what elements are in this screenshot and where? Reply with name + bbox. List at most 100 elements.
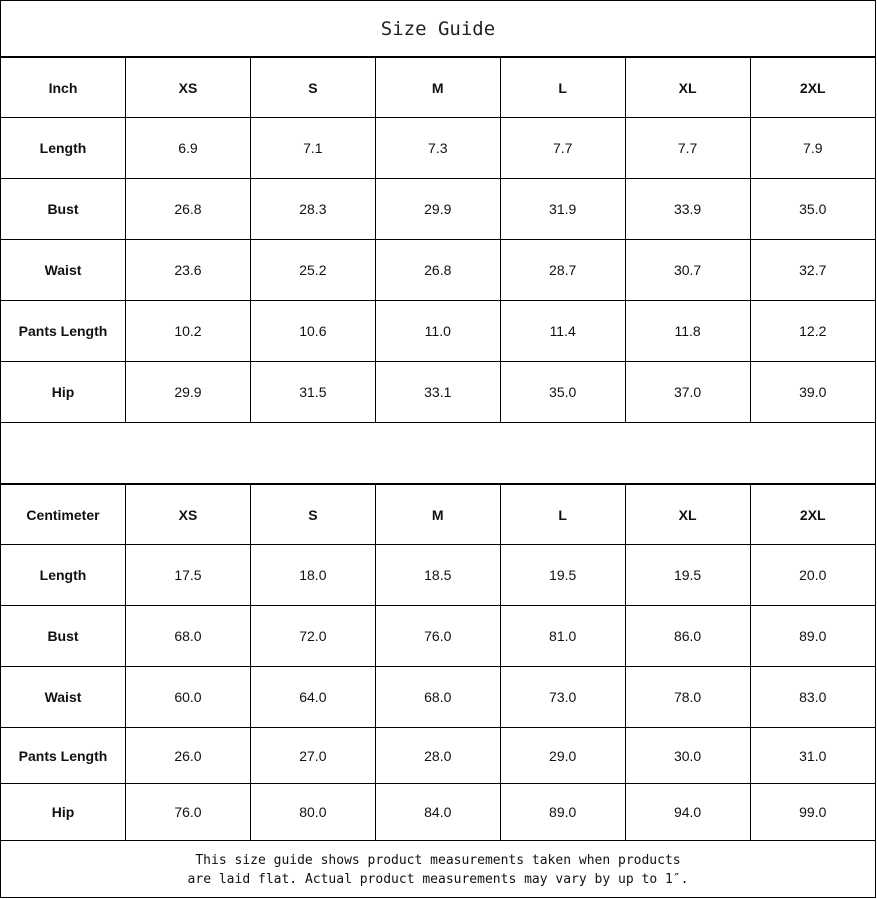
footer-line-1: This size guide shows product measuremen… [195,852,681,868]
measurement-cell: 7.3 [374,117,501,179]
measurement-cell: 68.0 [125,605,251,667]
table-row: Bust 68.0 72.0 76.0 81.0 86.0 89.0 [1,605,875,667]
table-row: Pants Length 26.0 27.0 28.0 29.0 30.0 31.0 [1,727,875,784]
table-row: Length 17.5 18.0 18.5 19.5 19.5 20.0 [1,544,875,606]
row-label: Pants Length [1,300,126,362]
table-row: Hip 76.0 80.0 84.0 89.0 94.0 99.0 [1,783,875,841]
header-row: Centimeter XS S M L XL 2XL [1,484,875,545]
footer-line-2: are laid flat. Actual product measuremen… [187,871,689,887]
row-label: Hip [1,783,126,841]
measurement-cell: 25.2 [249,239,376,301]
measurement-cell: 11.4 [499,300,626,362]
measurement-cell: 20.0 [749,544,875,606]
size-header: L [499,57,626,118]
measurement-cell: 31.5 [249,361,376,423]
measurement-cell: 35.0 [749,178,875,240]
measurement-cell: 10.6 [249,300,376,362]
measurement-cell: 31.0 [749,727,875,784]
measurement-cell: 30.0 [624,727,751,784]
measurement-cell: 11.8 [624,300,751,362]
unit-header: Centimeter [1,484,126,545]
unit-header: Inch [1,57,126,118]
measurement-cell: 7.7 [499,117,626,179]
size-header: XL [624,57,751,118]
size-header: XS [125,484,251,545]
footer-note: This size guide shows product measuremen… [1,841,875,898]
measurement-cell: 94.0 [624,783,751,841]
measurement-cell: 72.0 [249,605,376,667]
size-header: 2XL [749,57,875,118]
measurement-cell: 60.0 [125,666,251,728]
measurement-cell: 18.5 [374,544,501,606]
measurement-cell: 78.0 [624,666,751,728]
measurement-cell: 7.9 [749,117,875,179]
measurement-cell: 7.7 [624,117,751,179]
measurement-cell: 28.3 [249,178,376,240]
table-row: Pants Length 10.2 10.6 11.0 11.4 11.8 12.2 [1,300,875,362]
measurement-cell: 17.5 [125,544,251,606]
measurement-cell: 29.9 [374,178,501,240]
inch-table: Inch XS S M L XL 2XL Length 6.9 7.1 7.3 7.7 7.7 7.9 Bu… [1,57,875,423]
table-row: Bust 26.8 28.3 29.9 31.9 33.9 35.0 [1,178,875,240]
measurement-cell: 23.6 [125,239,251,301]
table-spacer [1,423,875,484]
measurement-cell: 86.0 [624,605,751,667]
row-label: Hip [1,361,126,423]
size-header: L [499,484,626,545]
measurement-cell: 68.0 [374,666,501,728]
measurement-cell: 35.0 [499,361,626,423]
row-label: Length [1,117,126,179]
size-header: M [374,57,501,118]
row-label: Waist [1,666,126,728]
table-row: Waist 23.6 25.2 26.8 28.7 30.7 32.7 [1,239,875,301]
measurement-cell: 19.5 [499,544,626,606]
size-header: XL [624,484,751,545]
table-row: Waist 60.0 64.0 68.0 73.0 78.0 83.0 [1,666,875,728]
measurement-cell: 30.7 [624,239,751,301]
measurement-cell: 81.0 [499,605,626,667]
size-header: XS [125,57,251,118]
size-header: S [249,57,376,118]
measurement-cell: 37.0 [624,361,751,423]
measurement-cell: 73.0 [499,666,626,728]
measurement-cell: 76.0 [125,783,251,841]
measurement-cell: 33.1 [374,361,501,423]
size-header: S [249,484,376,545]
measurement-cell: 29.9 [125,361,251,423]
row-label: Pants Length [1,727,126,784]
centimeter-table: Centimeter XS S M L XL 2XL Length 17.5 18.0 18.5 19… [1,484,875,841]
measurement-cell: 26.0 [125,727,251,784]
size-header: M [374,484,501,545]
row-label: Length [1,544,126,606]
row-label: Waist [1,239,126,301]
measurement-cell: 6.9 [125,117,251,179]
measurement-cell: 99.0 [749,783,875,841]
measurement-cell: 64.0 [249,666,376,728]
measurement-cell: 29.0 [499,727,626,784]
size-header: 2XL [749,484,875,545]
measurement-cell: 80.0 [249,783,376,841]
measurement-cell: 76.0 [374,605,501,667]
measurement-cell: 11.0 [374,300,501,362]
measurement-cell: 39.0 [749,361,875,423]
header-row: Inch XS S M L XL 2XL [1,57,875,118]
measurement-cell: 89.0 [499,783,626,841]
measurement-cell: 33.9 [624,178,751,240]
measurement-cell: 26.8 [374,239,501,301]
measurement-cell: 84.0 [374,783,501,841]
row-label: Bust [1,178,126,240]
measurement-cell: 83.0 [749,666,875,728]
measurement-cell: 19.5 [624,544,751,606]
measurement-cell: 89.0 [749,605,875,667]
measurement-cell: 18.0 [249,544,376,606]
measurement-cell: 32.7 [749,239,875,301]
measurement-cell: 28.0 [374,727,501,784]
measurement-cell: 28.7 [499,239,626,301]
row-label: Bust [1,605,126,667]
measurement-cell: 10.2 [125,300,251,362]
table-row: Length 6.9 7.1 7.3 7.7 7.7 7.9 [1,117,875,179]
table-row: Hip 29.9 31.5 33.1 35.0 37.0 39.0 [1,361,875,423]
measurement-cell: 27.0 [249,727,376,784]
measurement-cell: 31.9 [499,178,626,240]
